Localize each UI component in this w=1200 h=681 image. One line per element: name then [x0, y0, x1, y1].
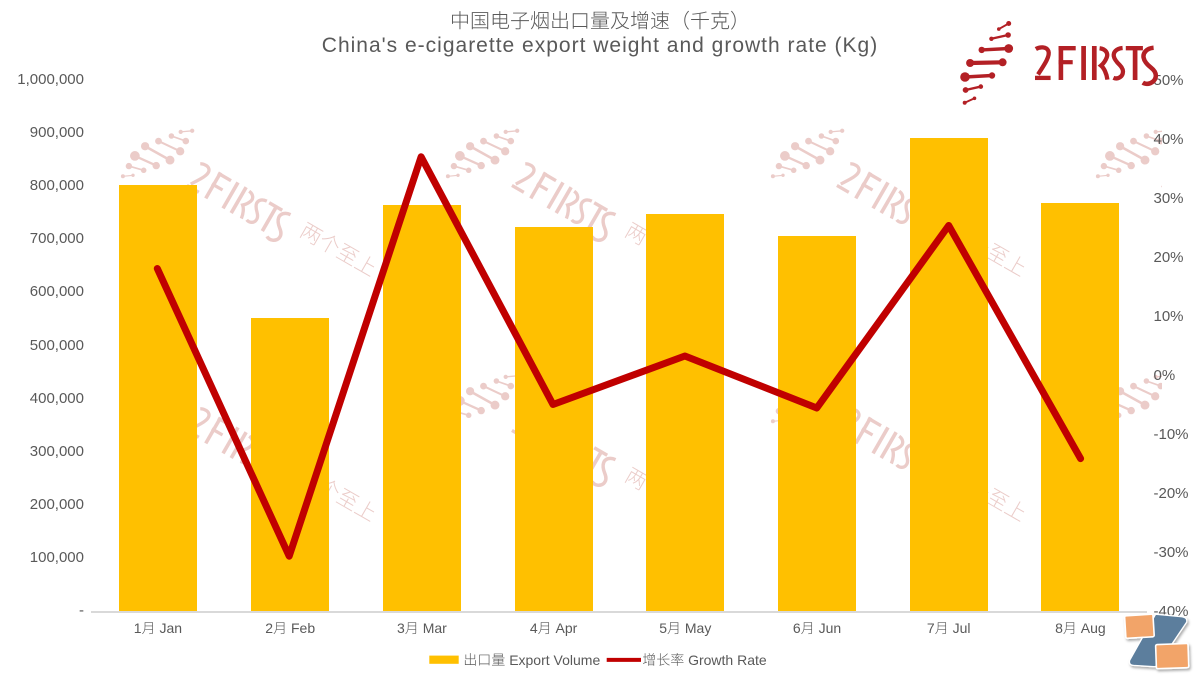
svg-text:Apr: Apr — [556, 620, 578, 636]
svg-text:8: 8 — [1055, 620, 1063, 636]
svg-text:3: 3 — [397, 620, 405, 636]
svg-text:Jan: Jan — [160, 620, 183, 636]
svg-text:Feb: Feb — [291, 620, 315, 636]
svg-text:Jun: Jun — [819, 620, 842, 636]
svg-text:6: 6 — [793, 620, 801, 636]
svg-text:Aug: Aug — [1081, 620, 1106, 636]
svg-text:4: 4 — [530, 620, 538, 636]
svg-text:Jul: Jul — [953, 620, 971, 636]
svg-text:May: May — [685, 620, 711, 636]
svg-text:Mar: Mar — [423, 620, 447, 636]
svg-text:7: 7 — [927, 620, 935, 636]
svg-text:5: 5 — [659, 620, 667, 636]
svg-text:Growth Rate: Growth Rate — [688, 652, 767, 668]
svg-text:2: 2 — [265, 620, 273, 636]
svg-text:Export Volume: Export Volume — [509, 652, 600, 668]
svg-text:1: 1 — [134, 620, 142, 636]
